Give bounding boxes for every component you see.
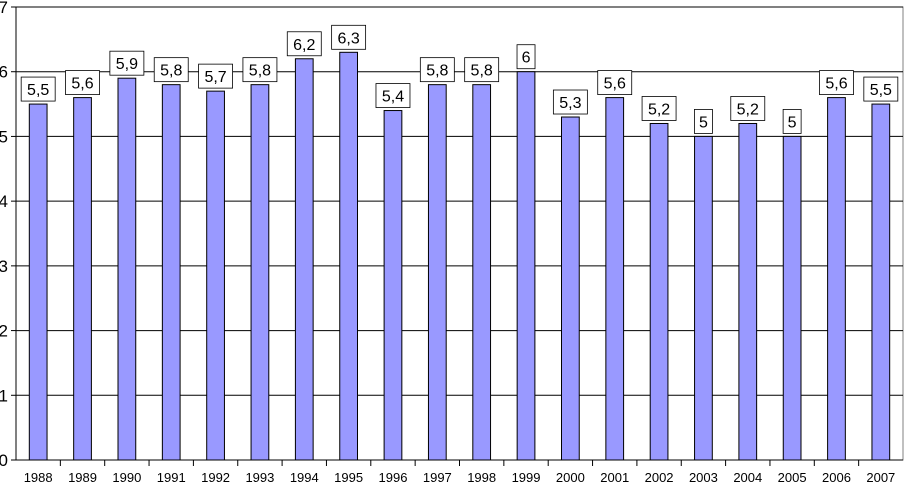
x-axis-ticks: 1988 1989 1990 1991 1992 1993 1994 1995 1996 1997… [24, 460, 895, 485]
x-tick-label: 1995 [334, 470, 363, 485]
x-tick-label: 2005 [778, 470, 807, 485]
data-label: 5,8 [471, 63, 493, 80]
y-tick-label: 2 [0, 322, 8, 341]
data-label-box [286, 31, 322, 57]
bar [383, 110, 403, 461]
data-label: 5,4 [382, 89, 404, 106]
bar [73, 97, 92, 461]
data-label-box [516, 44, 536, 70]
y-tick-label: 6 [0, 63, 8, 82]
plot-area [15, 6, 904, 461]
data-label: 5,9 [116, 56, 138, 73]
y-tick-label: 5 [0, 127, 8, 146]
x-tick-label: 1988 [24, 470, 53, 485]
y-tick-label: 0 [0, 451, 8, 470]
x-tick-label: 2001 [600, 470, 629, 485]
bar [649, 122, 669, 461]
data-labels: 5,5 5,6 5,9 5,8 5,7 5,8 6,2 6,3 5,4 5,8 5,8 6 5,3 5,6… [20, 24, 899, 134]
bar [871, 103, 891, 461]
y-axis-ticks: 0 1 2 3 4 5 6 7 [0, 0, 16, 470]
data-label: 5,8 [160, 63, 182, 80]
x-tick-label: 1994 [290, 470, 319, 485]
data-label-box [331, 24, 367, 50]
data-label-box [694, 109, 713, 134]
data-label: 5,6 [604, 76, 626, 93]
bar [694, 135, 713, 461]
data-label-box [20, 76, 56, 102]
x-tick-label: 1998 [467, 470, 496, 485]
y-tick-label: 7 [0, 0, 8, 17]
x-tick-label: 1996 [379, 470, 408, 485]
y-tick-label: 4 [0, 192, 8, 211]
data-label: 5,8 [426, 63, 448, 80]
bar [738, 122, 758, 461]
bar [117, 77, 137, 461]
data-label: 5,3 [559, 95, 581, 112]
data-label-box [782, 109, 802, 134]
bar [427, 84, 447, 461]
data-label: 5,7 [204, 69, 226, 86]
bar [516, 71, 536, 461]
data-label: 5,2 [648, 101, 670, 118]
data-label: 6 [522, 50, 531, 67]
data-label: 5,6 [825, 76, 847, 93]
x-tick-label: 1989 [68, 470, 97, 485]
bar [250, 84, 270, 461]
x-tick-label: 2007 [866, 470, 895, 485]
data-label-box [641, 96, 677, 121]
x-tick-label: 2002 [645, 470, 674, 485]
x-tick-label: 1991 [157, 470, 186, 485]
data-label-box [597, 70, 633, 95]
bar [28, 103, 48, 461]
data-label-box [375, 83, 411, 108]
bar [827, 97, 846, 461]
bar [561, 116, 580, 461]
x-tick-label: 1992 [201, 470, 230, 485]
data-label-box [464, 57, 500, 83]
data-label-box [819, 70, 854, 95]
data-label-box [153, 57, 189, 83]
data-label: 5 [699, 114, 708, 131]
x-tick-label: 1997 [423, 470, 452, 485]
x-tick-label: 1993 [245, 470, 274, 485]
x-tick-label: 2004 [733, 470, 762, 485]
x-tick-label: 1999 [512, 470, 541, 485]
y-tick-label: 1 [0, 386, 8, 405]
y-tick-label: 3 [0, 257, 8, 276]
data-label-box [65, 70, 100, 95]
data-label: 5 [788, 114, 797, 131]
data-label: 5,5 [870, 82, 892, 99]
data-label: 5,8 [249, 63, 271, 80]
x-tick-label: 1990 [112, 470, 141, 485]
data-label: 5,2 [737, 101, 759, 118]
data-label: 5,6 [71, 76, 93, 93]
data-label-box [863, 76, 899, 102]
bar [605, 97, 625, 461]
x-tick-label: 2003 [689, 470, 718, 485]
data-label-box [198, 63, 233, 89]
data-label: 6,2 [293, 37, 315, 54]
bars [28, 51, 891, 461]
bar [206, 90, 225, 461]
bar [472, 84, 492, 461]
data-label-box [730, 96, 766, 121]
data-label-box [242, 57, 278, 83]
x-tick-label: 2006 [822, 470, 851, 485]
bar [782, 135, 802, 461]
bar [339, 51, 358, 461]
bar [294, 58, 314, 461]
data-label-box [419, 57, 455, 83]
data-label: 5,5 [27, 82, 49, 99]
data-label-box [109, 50, 145, 76]
data-label: 6,3 [338, 30, 360, 47]
bar [161, 84, 181, 461]
x-tick-label: 2000 [556, 470, 585, 485]
data-label-box [552, 89, 588, 115]
